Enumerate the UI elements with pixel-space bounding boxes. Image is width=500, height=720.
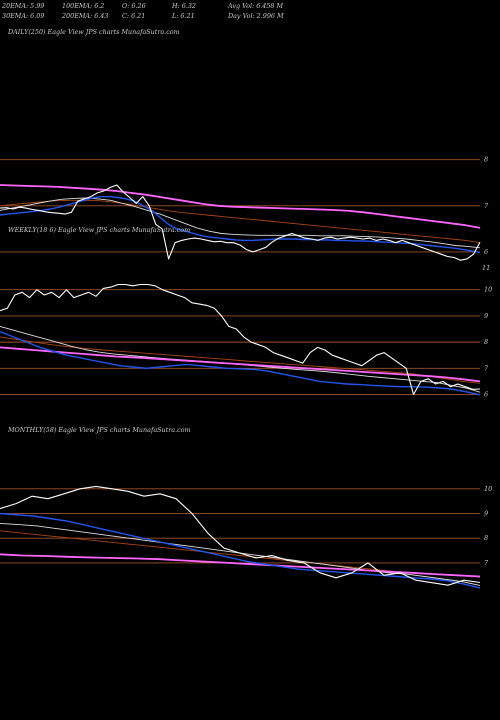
series-line-price bbox=[0, 283, 481, 396]
series-line-ema-slow bbox=[0, 346, 481, 383]
panel-title: DAILY(250) Eagle View JPS charts MunafaS… bbox=[7, 28, 180, 36]
y-tick-label: 6 bbox=[484, 248, 488, 256]
series-line-price bbox=[0, 184, 481, 261]
panel-title: MONTHLY(58) Eagle View JPS charts Munafa… bbox=[7, 426, 191, 434]
stat-100ema: 100EMA: 6.2 bbox=[62, 2, 104, 10]
stat-30ema: 30EMA: 6.09 bbox=[2, 12, 44, 20]
y-tick-label: 7 bbox=[484, 559, 489, 567]
daily-panel: 8 7 6 11 DAILY(250) Eagle View JPS charts Mu… bbox=[0, 28, 490, 272]
y-tick-label: 7 bbox=[484, 202, 489, 210]
series-line-ema-fast bbox=[0, 330, 481, 396]
panel-title: WEEKLY(18 6) Eagle View JPS charts Munaf… bbox=[8, 226, 190, 234]
series-line-ema-fast bbox=[0, 512, 481, 589]
y-tick-label: 9 bbox=[484, 312, 488, 320]
stat-20ema: 20EMA: 5.99 bbox=[1, 2, 44, 10]
stat-200ema: 200EMA: 6.43 bbox=[61, 12, 108, 20]
y-tick-label: 8 bbox=[484, 534, 488, 542]
y-tick-label: 7 bbox=[484, 364, 489, 372]
stat-high: H: 6.32 bbox=[171, 2, 196, 10]
y-tick-label: 9 bbox=[484, 510, 488, 518]
header-stats: 20EMA: 5.99 100EMA: 6.2 O: 6.26 H: 6.32 … bbox=[1, 2, 284, 20]
series-line-ema-fast bbox=[0, 195, 481, 254]
stat-day-vol: Day Vol: 2.996 M bbox=[227, 12, 284, 20]
series-line-ema-mid bbox=[0, 197, 481, 249]
y-tick-label: 8 bbox=[484, 156, 488, 164]
extra-label: 11 bbox=[482, 264, 490, 272]
stat-avg-vol: Avg Vol: 6.458 M bbox=[227, 2, 284, 10]
y-tick-label: 6 bbox=[484, 391, 488, 399]
y-tick-label: 8 bbox=[484, 338, 488, 346]
weekly-panel: 10 9 8 7 6 WEEKLY(18 6) Eagle View JPS charts… bbox=[0, 226, 492, 399]
series-line-ema-slow bbox=[0, 184, 481, 229]
series-line-ema-brown bbox=[0, 336, 481, 384]
stat-open: O: 6.26 bbox=[122, 2, 146, 10]
y-tick-label: 10 bbox=[484, 485, 492, 493]
stat-close: C: 6.21 bbox=[122, 12, 145, 20]
series-line-ema-slow bbox=[0, 553, 481, 578]
series-line-price bbox=[0, 485, 481, 586]
stat-low: L: 6.21 bbox=[171, 12, 195, 20]
monthly-panel: 10 9 8 7 MONTHLY(58) Eagle View JPS charts M… bbox=[0, 426, 492, 589]
y-tick-label: 10 bbox=[484, 286, 492, 294]
